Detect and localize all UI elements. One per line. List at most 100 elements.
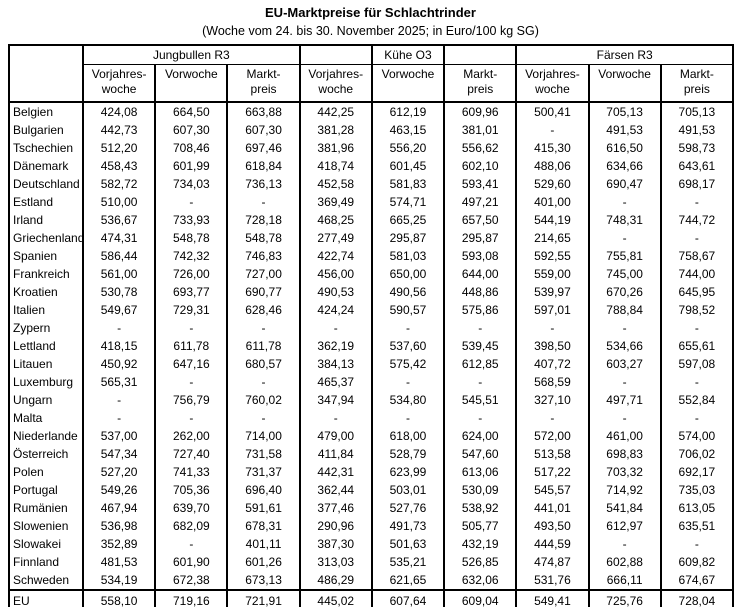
value-cell: 503,01: [370, 481, 446, 499]
value-cell: 725,76: [587, 589, 662, 607]
table-row: EU 558,10 719,16 721,91 445,02 607,64 609,04 54…: [8, 589, 735, 607]
value-cell: 632,06: [443, 571, 518, 590]
value-cell: 501,63: [370, 535, 446, 553]
value-cell: 488,06: [515, 157, 590, 175]
value-cell: 726,00: [154, 265, 229, 283]
table-row: Litauen 450,92 647,16 680,57 384,13 575,42 612…: [8, 355, 735, 373]
value-cell: 442,25: [298, 102, 373, 121]
value-cell: 262,00: [154, 427, 229, 445]
value-cell: 639,70: [154, 499, 229, 517]
value-cell: 714,92: [587, 481, 662, 499]
value-cell: 721,91: [226, 589, 301, 607]
value-cell: 593,41: [443, 175, 518, 193]
empty-group-cell: [298, 45, 373, 65]
value-cell: 745,00: [587, 265, 662, 283]
value-cell: 526,85: [443, 553, 518, 571]
country-cell: Niederlande: [8, 427, 84, 445]
value-cell: 277,49: [298, 229, 373, 247]
value-cell: 418,74: [298, 157, 373, 175]
group-header-jungbullen-r3: Jungbullen R3: [82, 45, 301, 65]
value-cell: 586,44: [81, 247, 157, 265]
value-cell: 456,00: [298, 265, 373, 283]
country-cell: Rumänien: [8, 499, 84, 517]
value-cell: -: [154, 193, 229, 211]
value-cell: 444,59: [515, 535, 590, 553]
country-cell: Österreich: [8, 445, 84, 463]
value-cell: -: [154, 373, 229, 391]
value-cell: 493,50: [515, 517, 590, 535]
value-cell: 467,94: [81, 499, 157, 517]
value-cell: 537,00: [81, 427, 157, 445]
value-cell: 468,25: [298, 211, 373, 229]
value-cell: 645,95: [659, 283, 735, 301]
value-cell: 674,67: [659, 571, 735, 590]
value-cell: 418,15: [81, 337, 157, 355]
value-cell: 603,27: [587, 355, 662, 373]
value-cell: 616,50: [587, 139, 662, 157]
value-cell: 313,03: [298, 553, 373, 571]
table-row: Kroatien 530,78 693,77 690,77 490,53 490,56 44…: [8, 283, 735, 301]
table-row: Polen 527,20 741,33 731,37 442,31 623,99 613,0…: [8, 463, 735, 481]
value-cell: 369,49: [298, 193, 373, 211]
value-cell: -: [81, 391, 157, 409]
value-cell: 398,50: [515, 337, 590, 355]
value-cell: 657,50: [443, 211, 518, 229]
value-cell: 696,40: [226, 481, 301, 499]
value-cell: 666,11: [587, 571, 662, 590]
value-cell: 607,30: [226, 121, 301, 139]
value-cell: 706,02: [659, 445, 735, 463]
value-cell: 541,84: [587, 499, 662, 517]
value-cell: -: [370, 319, 446, 337]
country-cell: Tschechien: [8, 139, 84, 157]
value-cell: 644,00: [443, 265, 518, 283]
value-cell: -: [587, 319, 662, 337]
value-cell: 760,02: [226, 391, 301, 409]
value-cell: 597,01: [515, 301, 590, 319]
value-cell: 735,03: [659, 481, 735, 499]
table-row: Tschechien 512,20 708,46 697,46 381,96 556,20…: [8, 139, 735, 157]
value-cell: 450,92: [81, 355, 157, 373]
value-cell: 755,81: [587, 247, 662, 265]
value-cell: 597,08: [659, 355, 735, 373]
value-cell: -: [443, 319, 518, 337]
value-cell: 593,08: [443, 247, 518, 265]
value-cell: -: [659, 409, 735, 427]
table-row: Griechenland 474,31 548,78 548,78 277,49 295,…: [8, 229, 735, 247]
table-row: Lettland 418,15 611,78 611,78 362,19 537,60 53…: [8, 337, 735, 355]
value-cell: 558,10: [81, 589, 157, 607]
value-cell: 452,58: [298, 175, 373, 193]
country-cell: Litauen: [8, 355, 84, 373]
value-cell: 549,26: [81, 481, 157, 499]
value-cell: 728,18: [226, 211, 301, 229]
value-cell: 624,00: [443, 427, 518, 445]
value-cell: 609,96: [443, 102, 518, 121]
value-cell: 736,13: [226, 175, 301, 193]
table-row: Luxemburg 565,31- -465,37- -568,59- -: [8, 373, 735, 391]
empty-group-cell: [443, 45, 518, 65]
value-cell: 295,87: [370, 229, 446, 247]
group-header-faersen-r3: Färsen R3: [515, 45, 734, 65]
value-cell: 788,84: [587, 301, 662, 319]
table-row: Dänemark 458,43 601,99 618,84 418,74 601,45 60…: [8, 157, 735, 175]
value-cell: -: [226, 373, 301, 391]
value-cell: 401,11: [226, 535, 301, 553]
value-cell: -: [587, 193, 662, 211]
value-cell: 352,89: [81, 535, 157, 553]
value-cell: 362,44: [298, 481, 373, 499]
value-cell: 690,77: [226, 283, 301, 301]
value-cell: 534,80: [370, 391, 446, 409]
value-cell: 611,78: [226, 337, 301, 355]
value-cell: -: [659, 373, 735, 391]
value-cell: 613,06: [443, 463, 518, 481]
value-cell: -: [443, 409, 518, 427]
country-cell: Kroatien: [8, 283, 84, 301]
value-cell: -: [443, 373, 518, 391]
value-cell: 327,10: [515, 391, 590, 409]
value-cell: 544,19: [515, 211, 590, 229]
column-header: Markt- preis: [443, 64, 518, 103]
value-cell: 575,42: [370, 355, 446, 373]
column-header: Markt- preis: [226, 64, 301, 103]
value-cell: 377,46: [298, 499, 373, 517]
value-cell: 505,77: [443, 517, 518, 535]
value-cell: -: [587, 535, 662, 553]
